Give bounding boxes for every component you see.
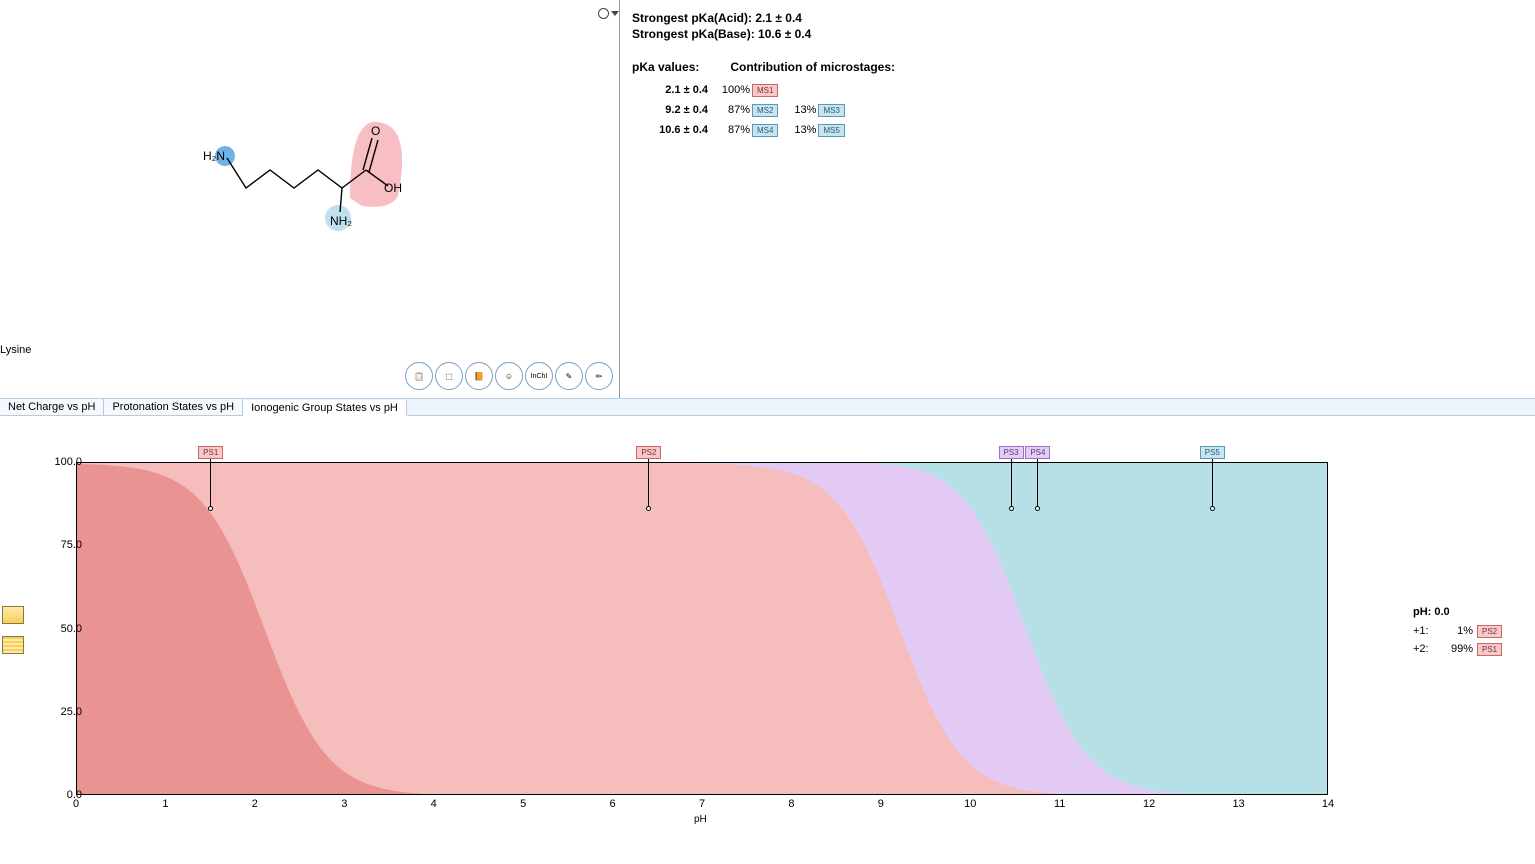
x-tick: 4: [424, 798, 444, 810]
legend-row: +1:1%PS2: [1413, 622, 1529, 640]
x-tick: 6: [603, 798, 623, 810]
pka-contrib-header: Contribution of microstages:: [730, 60, 895, 74]
ps-marker-ps5[interactable]: PS5: [1200, 446, 1225, 511]
summary-base: Strongest pKa(Base): 10.6 ± 0.4: [632, 26, 1523, 42]
x-tick: 10: [960, 798, 980, 810]
atom-o: O: [371, 124, 380, 138]
protonation-chart: 0.025.050.075.0100.0 0123456789101112131…: [40, 442, 1340, 842]
x-tick: 7: [692, 798, 712, 810]
paste-icon[interactable]: 📋: [405, 362, 433, 390]
tab-protonation-states-vs-ph[interactable]: Protonation States vs pH: [104, 399, 243, 415]
y-tick: 50.0: [50, 623, 82, 635]
microstage-chip[interactable]: MS3: [818, 104, 844, 117]
atom-oh: OH: [384, 181, 402, 195]
legend-title: pH: 0.0: [1413, 606, 1529, 618]
pka-pct: 87%: [718, 124, 752, 136]
legend-row: +2:99%PS1: [1413, 640, 1529, 658]
pka-pct: 13%: [784, 124, 818, 136]
structure-icon[interactable]: ⬚: [435, 362, 463, 390]
atom-nh2: NH₂: [330, 214, 352, 228]
ps-marker-ps1[interactable]: PS1: [198, 446, 223, 511]
pka-value: 10.6 ± 0.4: [632, 124, 718, 136]
x-tick: 1: [155, 798, 175, 810]
legend-chip[interactable]: PS2: [1477, 625, 1502, 638]
pka-pct: 13%: [784, 104, 818, 116]
x-tick: 12: [1139, 798, 1159, 810]
ps-marker-ps3[interactable]: PS3: [999, 446, 1024, 511]
pka-panel: Strongest pKa(Acid): 2.1 ± 0.4 Strongest…: [620, 0, 1535, 398]
pka-row: 9.2 ± 0.487%MS2 13%MS3: [632, 100, 1523, 120]
x-tick: 5: [513, 798, 533, 810]
view-dropdown[interactable]: [598, 8, 619, 19]
chart-tabs: Net Charge vs pHProtonation States vs pH…: [0, 398, 1535, 416]
x-tick: 2: [245, 798, 265, 810]
structure-toolbar: 📋⬚📙☺InChI✎✏: [405, 362, 613, 390]
pka-value: 2.1 ± 0.4: [632, 84, 718, 96]
molecule-name: Lysine: [0, 344, 31, 356]
y-tick: 25.0: [50, 706, 82, 718]
x-tick: 8: [781, 798, 801, 810]
legend-chip[interactable]: PS1: [1477, 643, 1502, 656]
y-tick: 100.0: [50, 456, 82, 468]
draw-icon[interactable]: ✎: [555, 362, 583, 390]
x-tick: 11: [1050, 798, 1070, 810]
edit-icon[interactable]: ✏: [585, 362, 613, 390]
microstage-chip[interactable]: MS4: [752, 124, 778, 137]
smiles-icon[interactable]: ☺: [495, 362, 523, 390]
molecule-structure: H₂N NH₂ O OH: [0, 0, 620, 350]
x-axis-label: pH: [694, 814, 707, 825]
pka-row: 10.6 ± 0.487%MS4 13%MS5: [632, 120, 1523, 140]
plot-area[interactable]: [76, 462, 1328, 795]
pka-table: 2.1 ± 0.4100%MS1 9.2 ± 0.487%MS2 13%MS3 10.…: [632, 80, 1523, 140]
x-tick: 9: [871, 798, 891, 810]
pka-values-header: pKa values:: [632, 60, 727, 74]
microstage-chip[interactable]: MS1: [752, 84, 778, 97]
table-view-icon[interactable]: [2, 636, 24, 654]
x-tick: 3: [334, 798, 354, 810]
x-tick: 14: [1318, 798, 1338, 810]
x-tick: 0: [66, 798, 86, 810]
atom-h2n: H₂N: [203, 149, 225, 163]
summary-acid: Strongest pKa(Acid): 2.1 ± 0.4: [632, 10, 1523, 26]
tab-net-charge-vs-ph[interactable]: Net Charge vs pH: [0, 399, 104, 415]
microstage-chip[interactable]: MS2: [752, 104, 778, 117]
pka-row: 2.1 ± 0.4100%MS1: [632, 80, 1523, 100]
tab-ionogenic-group-states-vs-ph[interactable]: Ionogenic Group States vs pH: [243, 400, 407, 416]
book-icon[interactable]: 📙: [465, 362, 493, 390]
pka-pct: 87%: [718, 104, 752, 116]
ps-marker-ps4[interactable]: PS4: [1025, 446, 1050, 511]
chart-view-icon[interactable]: [2, 606, 24, 624]
pka-value: 9.2 ± 0.4: [632, 104, 718, 116]
pka-pct: 100%: [718, 84, 752, 96]
x-tick: 13: [1229, 798, 1249, 810]
y-tick: 75.0: [50, 539, 82, 551]
microstage-chip[interactable]: MS5: [818, 124, 844, 137]
chart-legend: pH: 0.0 +1:1%PS2+2:99%PS1: [1413, 606, 1529, 658]
inchi-icon[interactable]: InChI: [525, 362, 553, 390]
ps-marker-ps2[interactable]: PS2: [636, 446, 661, 511]
molecule-panel: H₂N NH₂ O OH Lysine 📋⬚📙☺InChI✎✏: [0, 0, 620, 398]
